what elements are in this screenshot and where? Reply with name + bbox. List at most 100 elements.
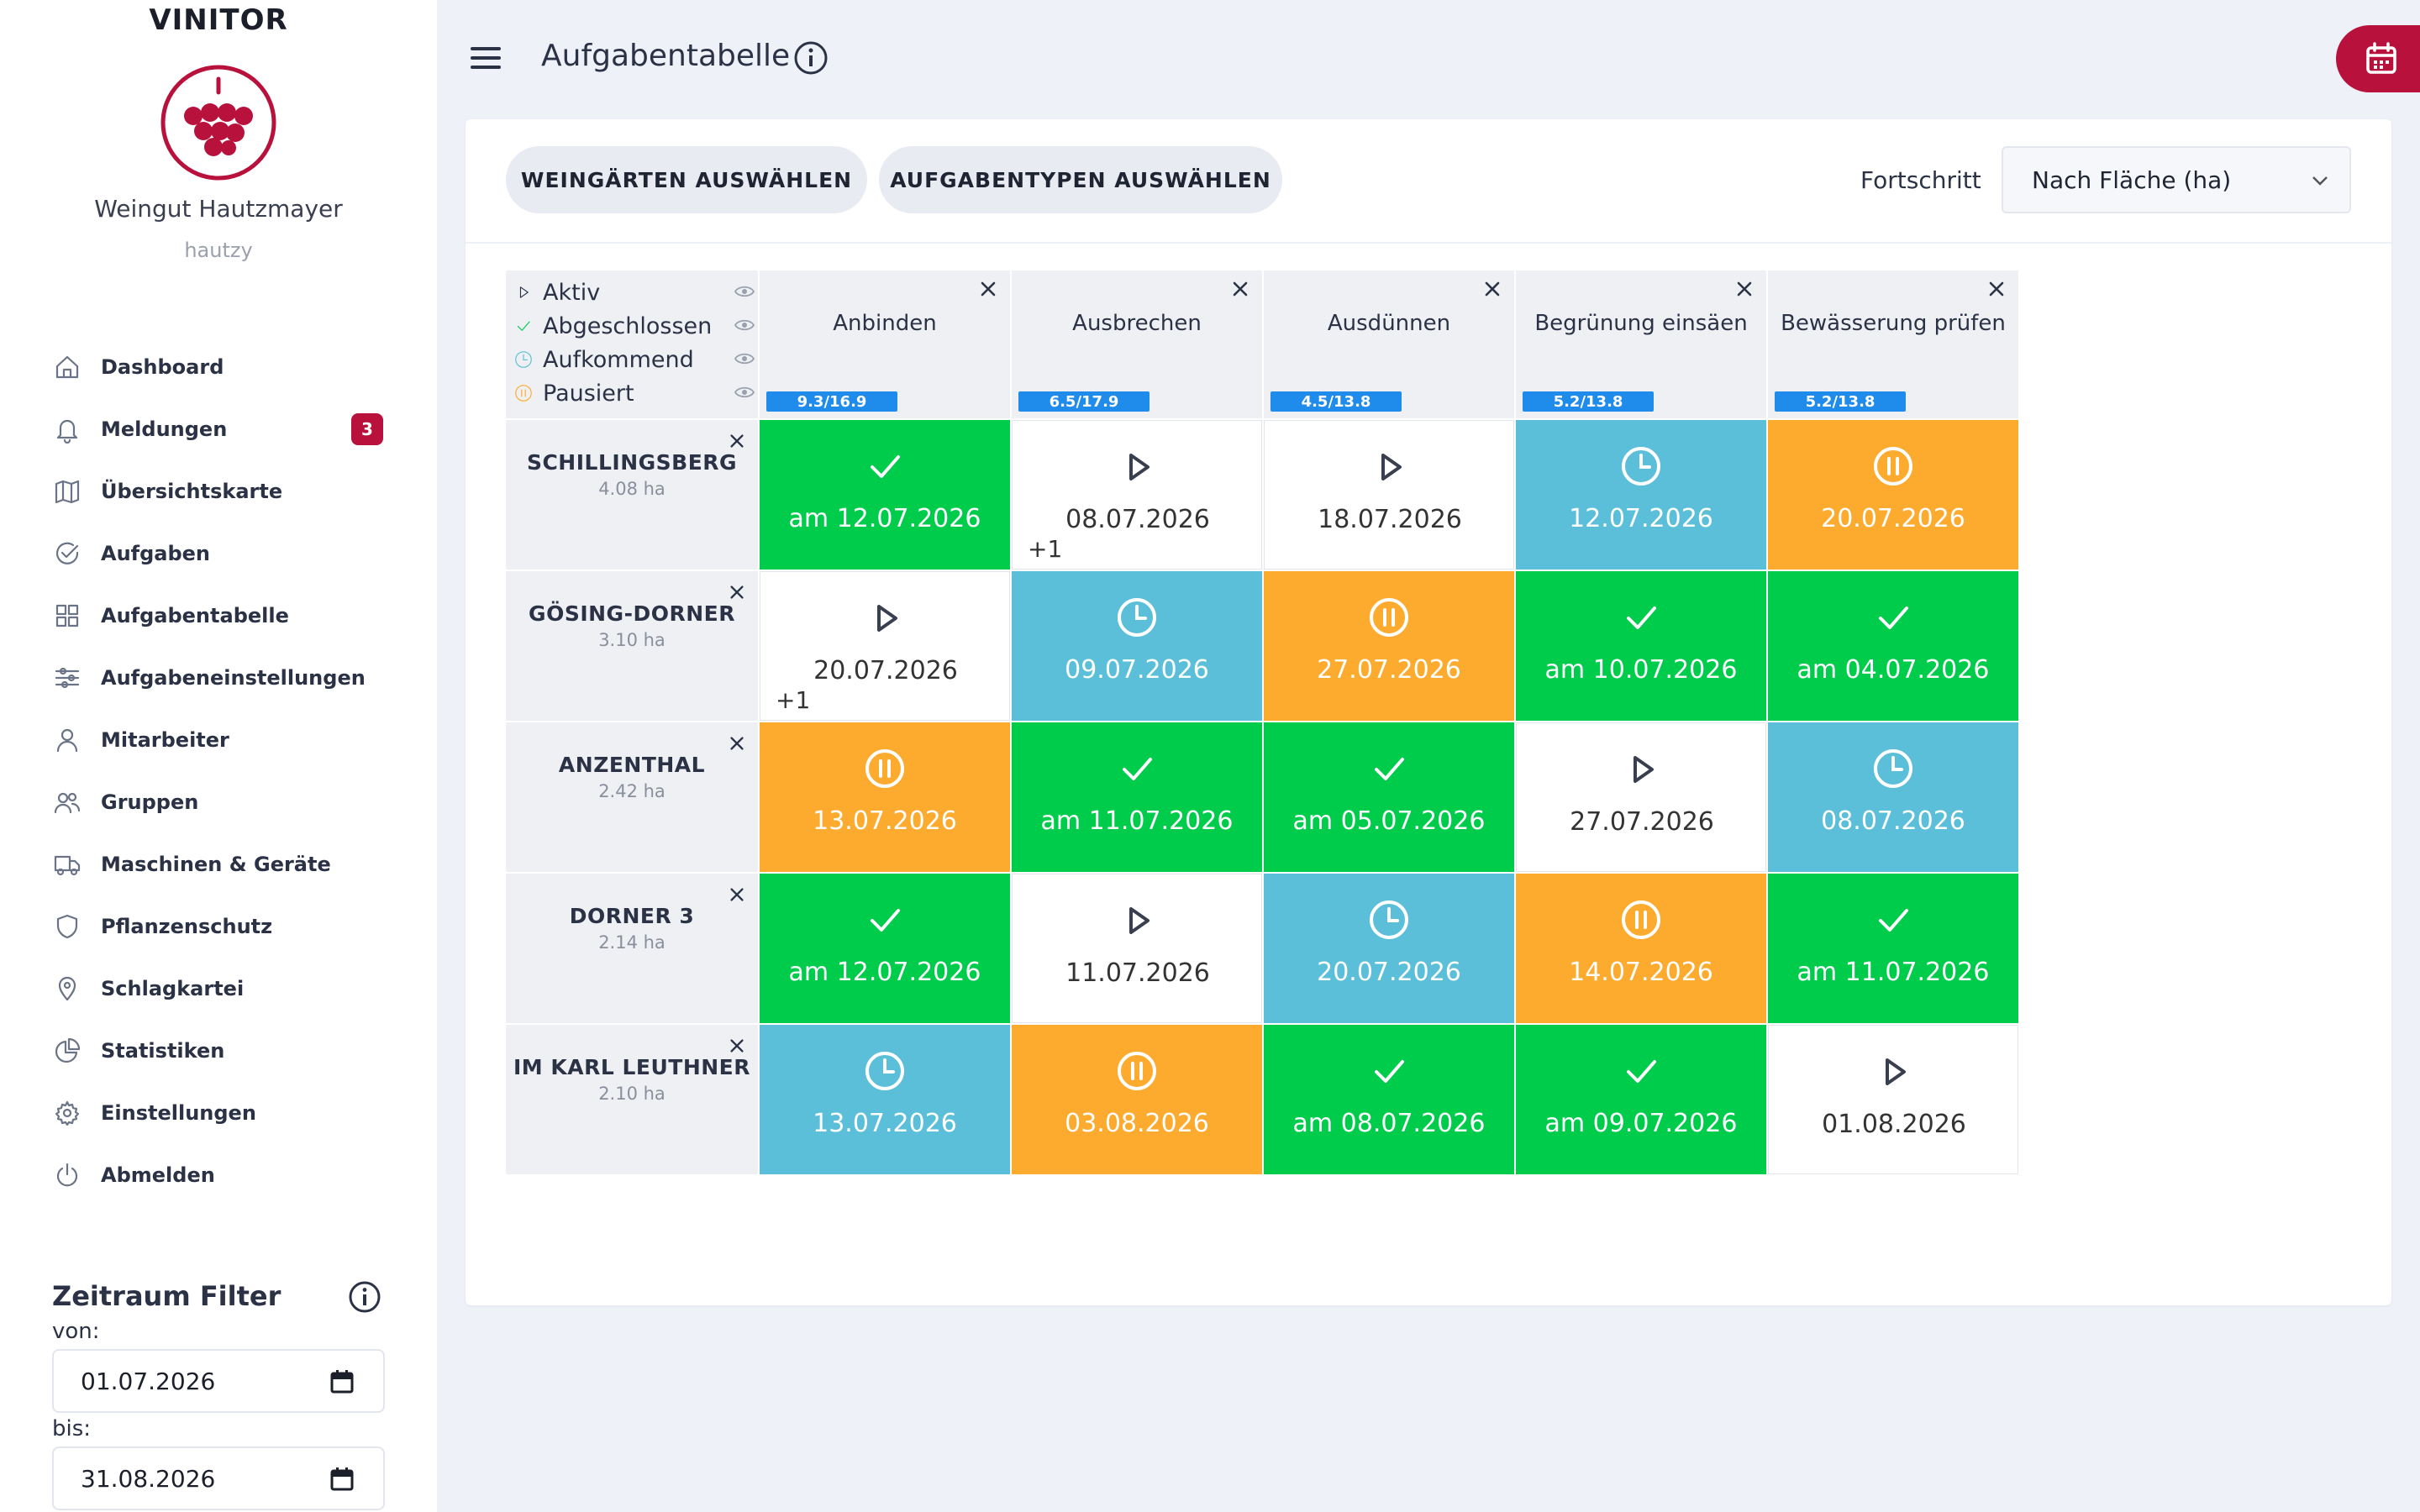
task-cell-done[interactable]: am 11.07.2026	[1768, 874, 2018, 1023]
vineyard-name: DORNER 3	[569, 904, 695, 928]
column-name: Ausbrechen	[1072, 311, 1202, 336]
legend-label: Aktiv	[543, 279, 601, 306]
vineyard-name: SCHILLINGSBERG	[526, 450, 738, 475]
sidebar-item-map[interactable]: Übersichtskarte	[52, 460, 388, 522]
task-date: am 11.07.2026	[1797, 958, 1990, 987]
column-header: Anbinden 9.3/16.9	[760, 270, 1010, 418]
task-cell-upcoming[interactable]: 08.07.2026	[1768, 722, 2018, 872]
task-cell-paused[interactable]: 27.07.2026	[1264, 571, 1514, 721]
calendar-button[interactable]	[2336, 25, 2420, 92]
task-date: 01.08.2026	[1822, 1110, 1966, 1139]
sidebar-item-users[interactable]: Gruppen	[52, 771, 388, 833]
close-icon[interactable]	[978, 279, 998, 299]
play-icon	[514, 283, 533, 302]
sidebar: VINITOR Weingut Hautzmayer hautzy Dashbo…	[0, 0, 437, 1512]
task-date: am 09.07.2026	[1544, 1109, 1738, 1138]
select-tasktypes-button[interactable]: AUFGABENTYPEN AUSWÄHLEN	[879, 146, 1282, 213]
task-cell-active[interactable]: 27.07.2026	[1516, 722, 1766, 872]
task-date: 09.07.2026	[1065, 655, 1209, 685]
task-cell-active[interactable]: 20.07.2026 +1	[760, 571, 1010, 721]
task-cell-done[interactable]: am 04.07.2026	[1768, 571, 2018, 721]
task-cell-active[interactable]: 18.07.2026	[1264, 420, 1514, 570]
pause-icon	[1368, 596, 1410, 638]
sidebar-item-label: Maschinen & Geräte	[101, 853, 331, 876]
task-cell-active[interactable]: 08.07.2026 +1	[1012, 420, 1262, 570]
eye-icon[interactable]	[734, 351, 755, 366]
sidebar-item-shield[interactable]: Pflanzenschutz	[52, 895, 388, 958]
task-cell-upcoming[interactable]: 09.07.2026	[1012, 571, 1262, 721]
sidebar-item-power[interactable]: Abmelden	[52, 1144, 388, 1206]
legend-label: Abgeschlossen	[543, 312, 713, 339]
from-label: von:	[52, 1319, 100, 1344]
close-icon[interactable]	[1230, 279, 1250, 299]
eye-icon[interactable]	[734, 385, 755, 400]
task-cell-paused[interactable]: 20.07.2026	[1768, 420, 2018, 570]
sidebar-item-user[interactable]: Mitarbeiter	[52, 709, 388, 771]
vineyard-area: 2.14 ha	[598, 932, 666, 953]
sidebar-item-sliders[interactable]: Aufgabeneinstellungen	[52, 647, 388, 709]
legend-item-done: Abgeschlossen	[514, 309, 758, 343]
task-cell-done[interactable]: am 10.07.2026	[1516, 571, 1766, 721]
task-cell-done[interactable]: am 09.07.2026	[1516, 1025, 1766, 1174]
task-cell-done[interactable]: am 05.07.2026	[1264, 722, 1514, 872]
calendar-icon[interactable]	[329, 1369, 355, 1394]
sidebar-item-label: Schlagkartei	[101, 977, 245, 1000]
task-cell-done[interactable]: am 12.07.2026	[760, 874, 1010, 1023]
pause-icon	[514, 384, 533, 402]
eye-icon[interactable]	[734, 318, 755, 333]
close-icon[interactable]	[728, 885, 746, 904]
task-cell-done[interactable]: am 08.07.2026	[1264, 1025, 1514, 1174]
sidebar-item-gear[interactable]: Einstellungen	[52, 1082, 388, 1144]
menu-toggle-icon[interactable]	[471, 47, 501, 72]
sliders-icon	[52, 663, 82, 693]
close-icon[interactable]	[728, 1037, 746, 1055]
sidebar-item-map-pin[interactable]: Schlagkartei	[52, 958, 388, 1020]
task-cell-active[interactable]: 11.07.2026	[1012, 874, 1262, 1023]
legend-label: Aufkommend	[543, 346, 694, 373]
close-icon[interactable]	[728, 583, 746, 601]
eye-icon[interactable]	[734, 284, 755, 299]
select-vineyards-button[interactable]: WEINGÄRTEN AUSWÄHLEN	[506, 146, 867, 213]
close-icon[interactable]	[728, 734, 746, 753]
task-cell-done[interactable]: am 11.07.2026	[1012, 722, 1262, 872]
info-icon[interactable]	[793, 40, 829, 76]
sidebar-item-bell[interactable]: Meldungen 3	[52, 398, 388, 460]
sidebar-item-label: Aufgabeneinstellungen	[101, 666, 366, 690]
task-cell-paused[interactable]: 03.08.2026	[1012, 1025, 1262, 1174]
sidebar-item-home[interactable]: Dashboard	[52, 336, 388, 398]
sidebar-item-grid[interactable]: Aufgabentabelle	[52, 585, 388, 647]
task-cell-paused[interactable]: 14.07.2026	[1516, 874, 1766, 1023]
play-icon	[1369, 446, 1411, 488]
sidebar-item-label: Gruppen	[101, 790, 199, 814]
status-legend: Aktiv Abgeschlossen Aufkommend Pausiert	[506, 270, 758, 418]
task-cell-active[interactable]: 01.08.2026	[1768, 1025, 2018, 1174]
progress-select-value: Nach Fläche (ha)	[2032, 165, 2232, 194]
sidebar-item-truck[interactable]: Maschinen & Geräte	[52, 833, 388, 895]
task-date: 20.07.2026	[813, 656, 958, 685]
home-icon	[52, 352, 82, 382]
task-cell-upcoming[interactable]: 12.07.2026	[1516, 420, 1766, 570]
progress-select[interactable]: Nach Fläche (ha)	[2002, 146, 2351, 213]
calendar-icon[interactable]	[329, 1467, 355, 1492]
task-cell-paused[interactable]: 13.07.2026	[760, 722, 1010, 872]
power-icon	[52, 1160, 82, 1190]
sidebar-item-pie-chart[interactable]: Statistiken	[52, 1020, 388, 1082]
sidebar-item-check-circle[interactable]: Aufgaben	[52, 522, 388, 585]
close-icon[interactable]	[1482, 279, 1502, 299]
task-date: am 05.07.2026	[1292, 806, 1486, 836]
check-icon	[864, 899, 906, 941]
info-icon[interactable]	[348, 1280, 381, 1314]
vineyard-area: 2.10 ha	[598, 1084, 666, 1104]
task-cell-done[interactable]: am 12.07.2026	[760, 420, 1010, 570]
close-icon[interactable]	[1734, 279, 1754, 299]
to-date-input[interactable]: 31.08.2026	[52, 1446, 385, 1510]
task-cell-upcoming[interactable]: 13.07.2026	[760, 1025, 1010, 1174]
task-date: 18.07.2026	[1318, 505, 1462, 534]
close-icon[interactable]	[728, 432, 746, 450]
clock-icon	[864, 1050, 906, 1092]
from-date-input[interactable]: 01.07.2026	[52, 1349, 385, 1413]
task-cell-upcoming[interactable]: 20.07.2026	[1264, 874, 1514, 1023]
progress-badge: 9.3/16.9	[766, 391, 897, 412]
row-header: DORNER 3 2.14 ha	[506, 874, 758, 1023]
close-icon[interactable]	[1986, 279, 2007, 299]
